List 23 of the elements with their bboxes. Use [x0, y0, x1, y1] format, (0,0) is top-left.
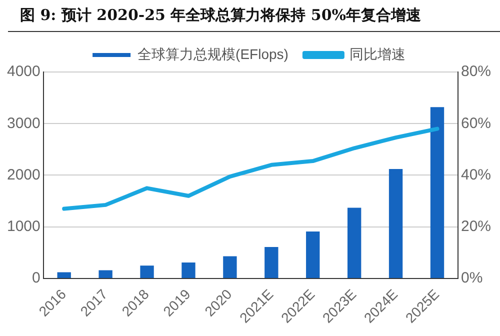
- bar: [140, 266, 154, 278]
- y-tick-label: 0: [32, 270, 40, 287]
- y2-tick-label: 60%: [460, 114, 492, 132]
- y-tick-label: 1000: [6, 218, 40, 236]
- bar: [430, 107, 444, 278]
- bar: [57, 272, 71, 278]
- y2-tick-label: 20%: [460, 218, 492, 236]
- bar: [182, 262, 196, 278]
- y-tick-label: 4000: [6, 63, 40, 80]
- y-tick-label: 3000: [6, 114, 40, 132]
- y2-tick-label: 0%: [460, 270, 483, 287]
- bar: [347, 208, 362, 278]
- bar: [98, 270, 112, 278]
- chart-title: 图 9: 预计 2020-25 年全球总算力将保持 50%年复合增速: [8, 0, 500, 32]
- bar: [306, 232, 320, 278]
- bar: [223, 256, 237, 278]
- y2-tick-label: 80%: [460, 63, 492, 80]
- legend-label: 同比增速: [349, 46, 406, 62]
- bar: [264, 247, 278, 278]
- y-tick-label: 2000: [6, 166, 40, 184]
- y2-tick-label: 40%: [460, 166, 492, 184]
- bar: [388, 169, 403, 278]
- legend-label: 全球算力总规模(EFlops): [138, 46, 288, 62]
